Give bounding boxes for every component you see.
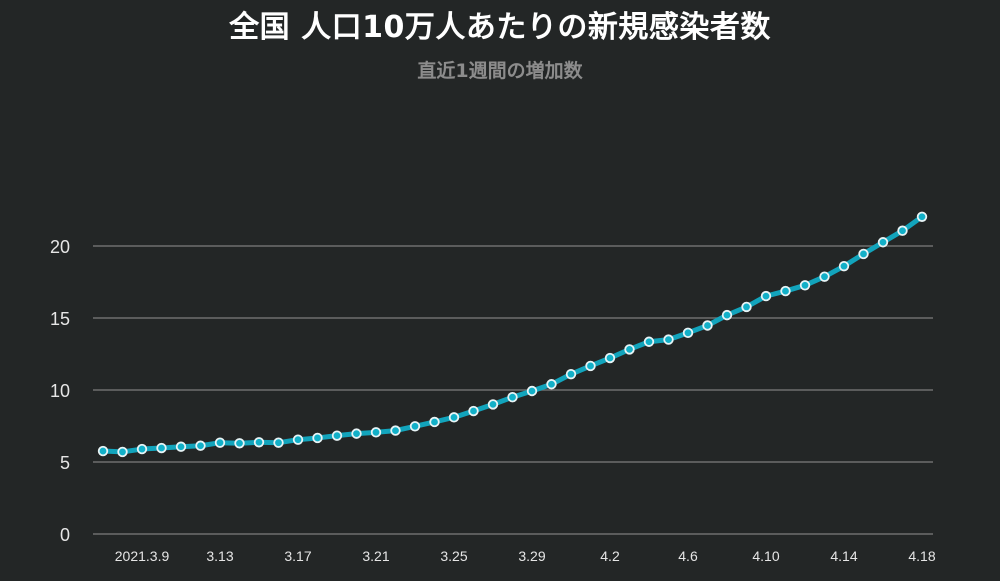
data-point-marker[interactable] bbox=[312, 432, 323, 444]
data-point-marker[interactable] bbox=[526, 385, 538, 397]
y-tick-label: 0 bbox=[60, 525, 70, 545]
y-tick-label: 20 bbox=[50, 237, 70, 257]
data-point-marker[interactable] bbox=[565, 368, 577, 380]
data-point-marker[interactable] bbox=[175, 441, 187, 452]
x-tick-label: 4.14 bbox=[830, 548, 857, 564]
data-point-marker[interactable] bbox=[448, 412, 460, 423]
data-point-marker[interactable] bbox=[585, 360, 596, 372]
x-tick-label: 4.18 bbox=[908, 548, 935, 564]
data-point-marker[interactable] bbox=[741, 301, 752, 313]
data-point-marker[interactable] bbox=[507, 392, 518, 403]
data-point-marker[interactable] bbox=[760, 290, 772, 302]
data-point-marker[interactable] bbox=[409, 421, 421, 432]
x-axis-ticks: 2021.3.9 3.13 3.17 3.21 3.25 3.29 4.2 4.6 4.10 4.… bbox=[115, 548, 936, 564]
data-point-marker[interactable] bbox=[858, 248, 869, 260]
x-tick-label: 4.6 bbox=[678, 548, 698, 564]
y-tick-label: 15 bbox=[50, 309, 70, 329]
data-point-marker[interactable] bbox=[214, 437, 226, 448]
data-series bbox=[97, 211, 928, 458]
x-tick-label: 3.29 bbox=[518, 548, 545, 564]
data-point-marker[interactable] bbox=[234, 438, 245, 449]
data-point-marker[interactable] bbox=[721, 309, 733, 321]
data-point-marker[interactable] bbox=[351, 428, 362, 439]
data-point-marker[interactable] bbox=[643, 336, 655, 347]
data-point-marker[interactable] bbox=[897, 225, 908, 236]
data-point-marker[interactable] bbox=[780, 285, 791, 297]
data-point-marker[interactable] bbox=[487, 399, 499, 410]
data-point-marker[interactable] bbox=[702, 320, 713, 331]
data-point-marker[interactable] bbox=[370, 427, 382, 438]
y-gridlines bbox=[93, 245, 933, 535]
chart-subtitle: 直近1週間の増加数 bbox=[417, 60, 583, 82]
x-tick-label: 3.13 bbox=[206, 548, 233, 564]
data-point-marker[interactable] bbox=[468, 405, 479, 417]
data-point-marker[interactable] bbox=[331, 430, 343, 441]
x-tick-label: 3.25 bbox=[440, 548, 467, 564]
y-tick-label: 10 bbox=[50, 381, 70, 401]
data-point-marker[interactable] bbox=[877, 237, 889, 248]
data-point-marker[interactable] bbox=[273, 437, 284, 448]
data-point-marker[interactable] bbox=[97, 445, 109, 457]
x-tick-label: 4.10 bbox=[752, 548, 779, 564]
data-point-marker[interactable] bbox=[292, 434, 304, 445]
chart-title: 全国 人口10万人あたりの新規感染者数 bbox=[229, 10, 771, 45]
data-point-marker[interactable] bbox=[819, 271, 830, 282]
x-tick-label: 3.17 bbox=[284, 548, 311, 564]
data-point-marker[interactable] bbox=[838, 260, 850, 272]
y-tick-label: 5 bbox=[60, 453, 70, 473]
data-point-marker[interactable] bbox=[195, 440, 206, 451]
data-point-marker[interactable] bbox=[390, 425, 401, 436]
data-point-marker[interactable] bbox=[156, 442, 167, 454]
data-point-marker[interactable] bbox=[624, 344, 635, 355]
x-tick-label: 3.21 bbox=[362, 548, 389, 564]
data-point-marker[interactable] bbox=[253, 437, 265, 448]
data-point-marker[interactable] bbox=[117, 446, 128, 458]
x-tick-label: 4.2 bbox=[600, 548, 620, 564]
x-tick-label: 2021.3.9 bbox=[115, 548, 170, 564]
data-point-marker[interactable] bbox=[136, 443, 148, 455]
data-point-marker[interactable] bbox=[546, 379, 557, 390]
y-axis-ticks: 0 5 10 15 20 bbox=[50, 237, 70, 545]
data-point-marker[interactable] bbox=[682, 327, 694, 339]
data-point-marker[interactable] bbox=[663, 334, 674, 345]
data-point-marker[interactable] bbox=[604, 352, 616, 364]
series-line bbox=[100, 214, 925, 455]
data-point-marker[interactable] bbox=[429, 416, 440, 428]
data-point-marker[interactable] bbox=[916, 211, 928, 222]
data-point-marker[interactable] bbox=[799, 280, 811, 291]
